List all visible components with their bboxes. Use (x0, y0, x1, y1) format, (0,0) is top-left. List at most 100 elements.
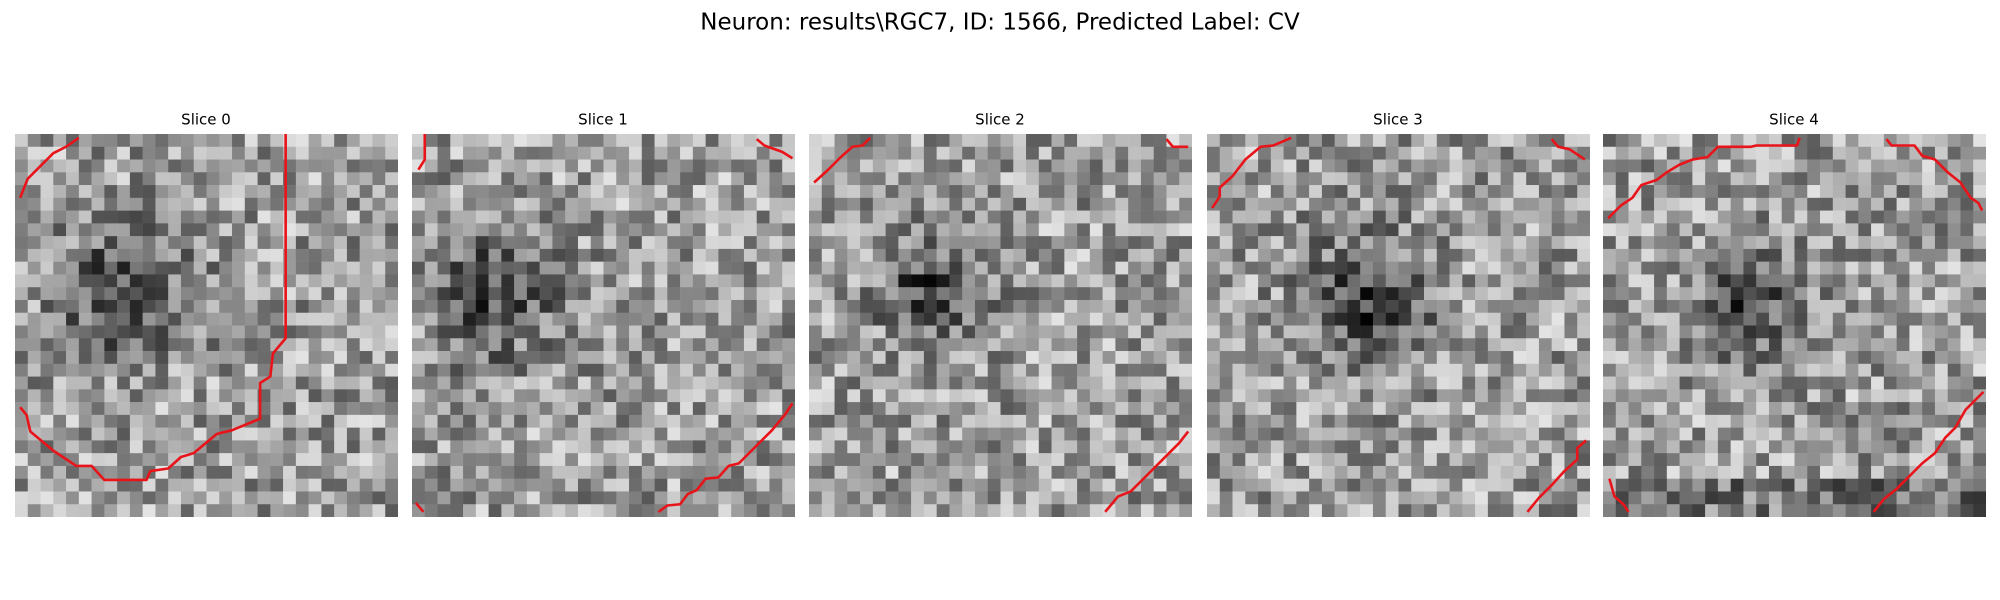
pixel (1309, 491, 1323, 505)
pixel (1705, 453, 1719, 467)
pixel (308, 491, 322, 505)
pixel (1858, 146, 1872, 160)
pixel (1153, 440, 1167, 454)
pixel (1845, 440, 1859, 454)
pixel (809, 299, 823, 313)
pixel (321, 389, 335, 403)
pixel (1820, 440, 1834, 454)
pixel (372, 363, 386, 377)
pixel (552, 223, 566, 237)
pixel (295, 351, 309, 365)
pixel (962, 453, 976, 467)
pixel (1013, 210, 1027, 224)
pixel (1934, 223, 1948, 237)
pixel (1768, 376, 1782, 390)
pixel (1883, 312, 1897, 326)
pixel (603, 453, 617, 467)
pixel (1628, 478, 1642, 492)
pixel (372, 453, 386, 467)
pixel (936, 478, 950, 492)
pixel (1424, 440, 1438, 454)
pixel (1615, 389, 1629, 403)
pixel (1128, 414, 1142, 428)
pixel (1411, 427, 1425, 441)
pixel (501, 236, 515, 250)
pixel (27, 414, 41, 428)
pixel (1115, 363, 1129, 377)
pixel (949, 389, 963, 403)
pixel (1947, 134, 1961, 148)
pixel (1245, 453, 1259, 467)
pixel (1832, 478, 1846, 492)
pixel (1845, 287, 1859, 301)
pixel (565, 491, 579, 505)
pixel (78, 236, 92, 250)
pixel (501, 159, 515, 173)
pixel (15, 389, 29, 403)
pixel (821, 491, 835, 505)
pixel (1500, 338, 1514, 352)
pixel (155, 376, 169, 390)
pixel (1832, 210, 1846, 224)
pixel (872, 159, 886, 173)
pixel (936, 389, 950, 403)
pixel (385, 478, 398, 492)
pixel (27, 465, 41, 479)
pixel (129, 414, 143, 428)
pixel (257, 248, 271, 262)
pixel (1038, 338, 1052, 352)
pixel (514, 414, 528, 428)
pixel (1089, 210, 1103, 224)
pixel (1398, 312, 1412, 326)
pixel (40, 223, 54, 237)
pixel (1832, 338, 1846, 352)
pixel (756, 299, 770, 313)
pixel (321, 172, 335, 186)
pixel (718, 274, 732, 288)
pixel (1603, 351, 1617, 365)
pixel (923, 223, 937, 237)
pixel (1296, 440, 1310, 454)
pixel (450, 453, 464, 467)
pixel (1577, 134, 1590, 148)
pixel (142, 338, 156, 352)
pixel (565, 223, 579, 237)
pixel (809, 389, 823, 403)
pixel (1781, 172, 1795, 186)
pixel (219, 172, 233, 186)
pixel (514, 465, 528, 479)
pixel (66, 440, 80, 454)
pixel (1411, 414, 1425, 428)
pixel (1577, 312, 1590, 326)
pixel (692, 363, 706, 377)
pixel (475, 287, 489, 301)
pixel (78, 261, 92, 275)
pixel (718, 172, 732, 186)
pixel (1424, 312, 1438, 326)
pixel (1475, 172, 1489, 186)
pixel (1449, 453, 1463, 467)
pixel (412, 236, 426, 250)
pixel (1296, 223, 1310, 237)
pixel (501, 146, 515, 160)
pixel (872, 465, 886, 479)
pixel (1832, 236, 1846, 250)
pixel (78, 440, 92, 454)
pixel (654, 453, 668, 467)
pixel (308, 223, 322, 237)
pixel (1794, 351, 1808, 365)
pixel (1743, 299, 1757, 313)
pixel (743, 376, 757, 390)
pixel (1398, 210, 1412, 224)
pixel (40, 210, 54, 224)
pixel (692, 325, 706, 339)
pixel (782, 287, 795, 301)
pixel (1666, 427, 1680, 441)
pixel (1947, 312, 1961, 326)
pixel (1487, 478, 1501, 492)
pixel (590, 453, 604, 467)
pixel (193, 504, 207, 517)
pixel (949, 287, 963, 301)
pixel (1947, 338, 1961, 352)
pixel (1334, 363, 1348, 377)
